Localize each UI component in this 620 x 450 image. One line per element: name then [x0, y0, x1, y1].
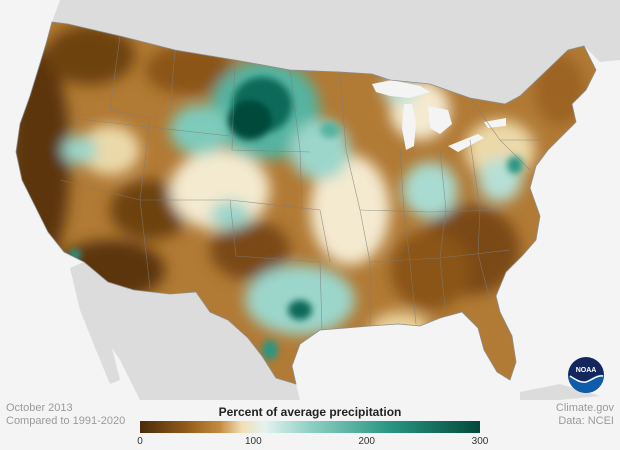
great-lakes — [372, 80, 506, 152]
lake-michigan — [402, 104, 416, 150]
date-block: October 2013 Compared to 1991-2020 — [6, 402, 125, 428]
legend-title: Percent of average precipitation — [218, 405, 402, 419]
lake-superior — [372, 80, 430, 98]
noaa-logo: NOAA — [568, 357, 604, 393]
legend-tick-label: 300 — [471, 436, 489, 447]
mexico-land — [84, 262, 300, 400]
baseline-label: Compared to 1991-2020 — [6, 415, 126, 427]
cuba-island — [520, 384, 600, 400]
lake-huron — [428, 106, 452, 134]
surrounding-land — [52, 0, 620, 400]
legend-tick-label: 100 — [244, 436, 262, 447]
legend-colorbar — [140, 421, 480, 433]
credit-label: Climate.gov — [555, 402, 614, 414]
canada-land — [52, 0, 620, 104]
precipitation-map — [15, 0, 620, 400]
date-label: October 2013 — [6, 402, 73, 414]
source-label: Data: NCEI — [558, 415, 614, 427]
state-borders — [59, 35, 540, 331]
legend-tick-label: 0 — [137, 436, 143, 447]
lake-erie — [448, 134, 484, 152]
legend-tick-label: 200 — [358, 436, 375, 447]
baja-peninsula — [70, 262, 120, 384]
credit-block: Climate.gov Data: NCEI — [556, 402, 614, 428]
noaa-logo-text: NOAA — [576, 367, 597, 374]
